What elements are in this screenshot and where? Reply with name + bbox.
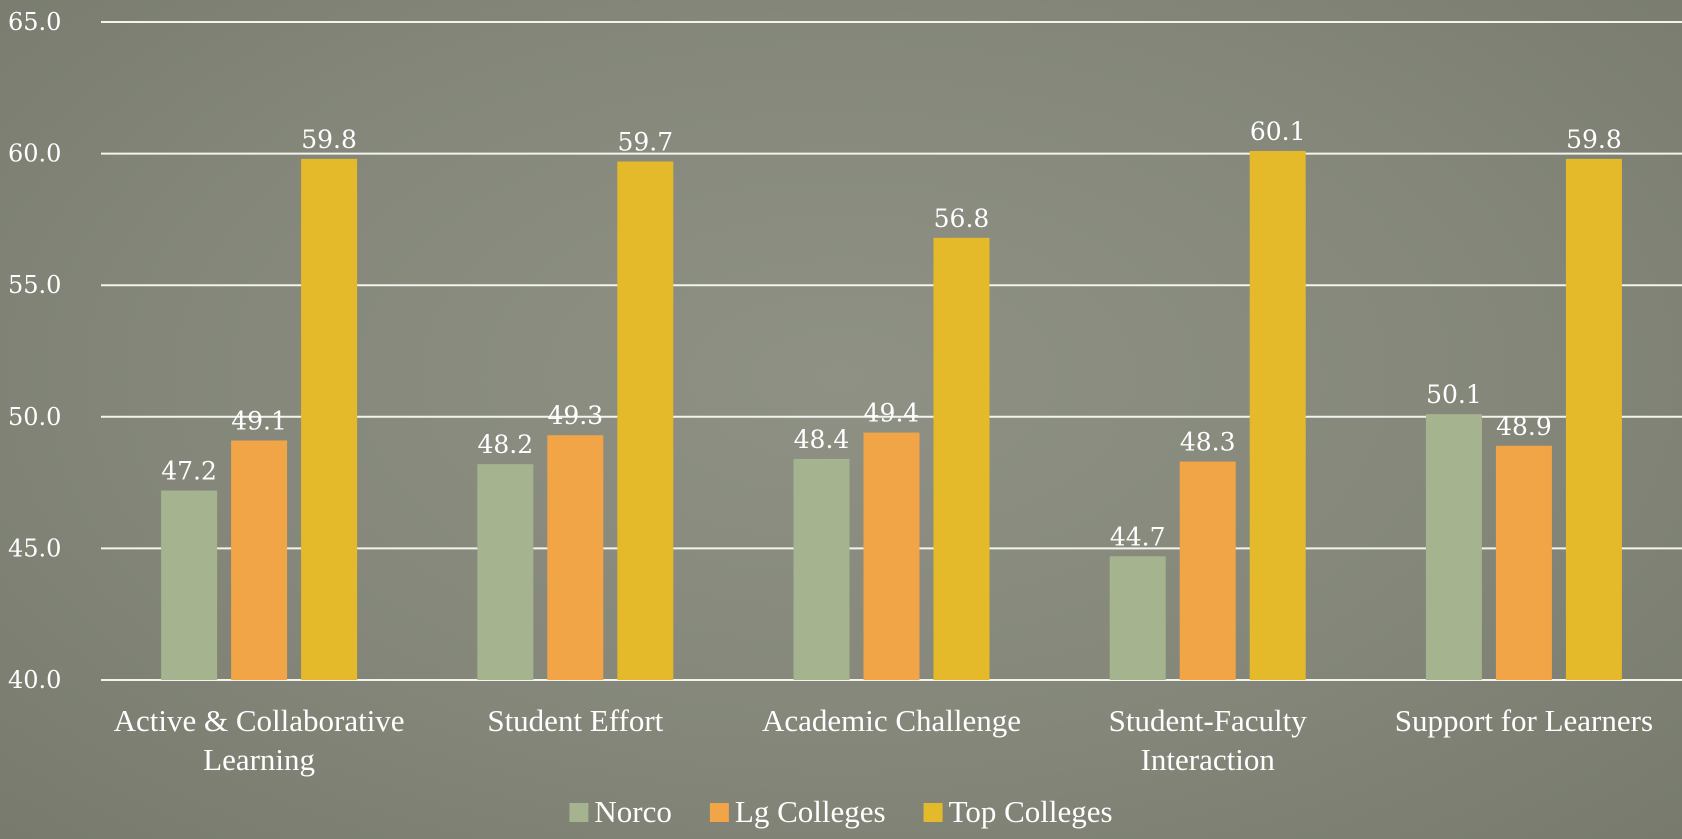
data-label: 49.4: [864, 399, 920, 428]
bar: [1565, 158, 1622, 680]
data-label: 60.1: [1250, 117, 1306, 146]
legend-label: Lg Colleges: [735, 794, 886, 829]
legend-label: Top Colleges: [949, 794, 1113, 829]
legend-label: Norco: [594, 794, 671, 829]
bar: [863, 432, 920, 680]
data-label: 44.7: [1110, 522, 1166, 551]
category-label: Academic Challenge: [762, 703, 1021, 738]
category-labels: Active & Collaborative Learning Student Ef…: [114, 703, 1653, 777]
data-label: 48.9: [1496, 412, 1552, 441]
bar: [231, 440, 288, 680]
bar: [1179, 461, 1236, 680]
bar: [617, 161, 674, 681]
bar: [547, 435, 604, 680]
data-label: 48.2: [477, 430, 533, 459]
legend: Norco Lg Colleges Top Colleges: [569, 794, 1113, 829]
data-label: 50.1: [1426, 380, 1482, 409]
bar: [793, 458, 850, 680]
category-label: Support for Learners: [1395, 703, 1653, 738]
category-label: Student Effort: [487, 703, 663, 738]
y-axis-tick-labels: 40.0 45.0 50.0 55.0 60.0 65.0: [8, 8, 61, 694]
y-tick-label: 45.0: [8, 534, 61, 562]
category-label: Learning: [203, 742, 315, 777]
category-label: Interaction: [1141, 742, 1276, 777]
data-label: 59.8: [301, 125, 357, 154]
y-tick-label: 55.0: [8, 271, 61, 299]
bar: [161, 490, 218, 680]
data-label: 49.1: [231, 406, 287, 435]
data-labels: 47.2 49.1 59.8 48.2 49.3 59.7 48.4 49.4 56.8 44.7…: [161, 117, 1621, 551]
data-label: 59.7: [617, 127, 673, 156]
category-label: Student-Faculty: [1109, 703, 1308, 738]
legend-swatch: [709, 803, 729, 822]
data-label: 56.8: [934, 204, 990, 233]
gridlines: [101, 21, 1682, 681]
bar: [1425, 414, 1482, 680]
category-label: Active & Collaborative: [114, 703, 405, 738]
data-label: 49.3: [547, 401, 603, 430]
bar: [1249, 150, 1306, 680]
y-tick-label: 65.0: [8, 8, 61, 36]
data-label: 59.8: [1566, 125, 1622, 154]
data-label: 47.2: [161, 456, 217, 485]
legend-swatch: [569, 803, 589, 822]
bar: [301, 158, 358, 680]
data-label: 48.3: [1180, 428, 1236, 457]
y-tick-label: 50.0: [8, 403, 61, 431]
y-tick-label: 40.0: [8, 666, 61, 694]
bars: [161, 150, 1622, 681]
legend-swatch: [923, 803, 943, 822]
bar: [1495, 445, 1552, 680]
bar: [1109, 556, 1166, 680]
data-label: 48.4: [794, 425, 850, 454]
y-tick-label: 60.0: [8, 140, 61, 168]
bar: [477, 464, 534, 680]
bar: [933, 237, 990, 680]
